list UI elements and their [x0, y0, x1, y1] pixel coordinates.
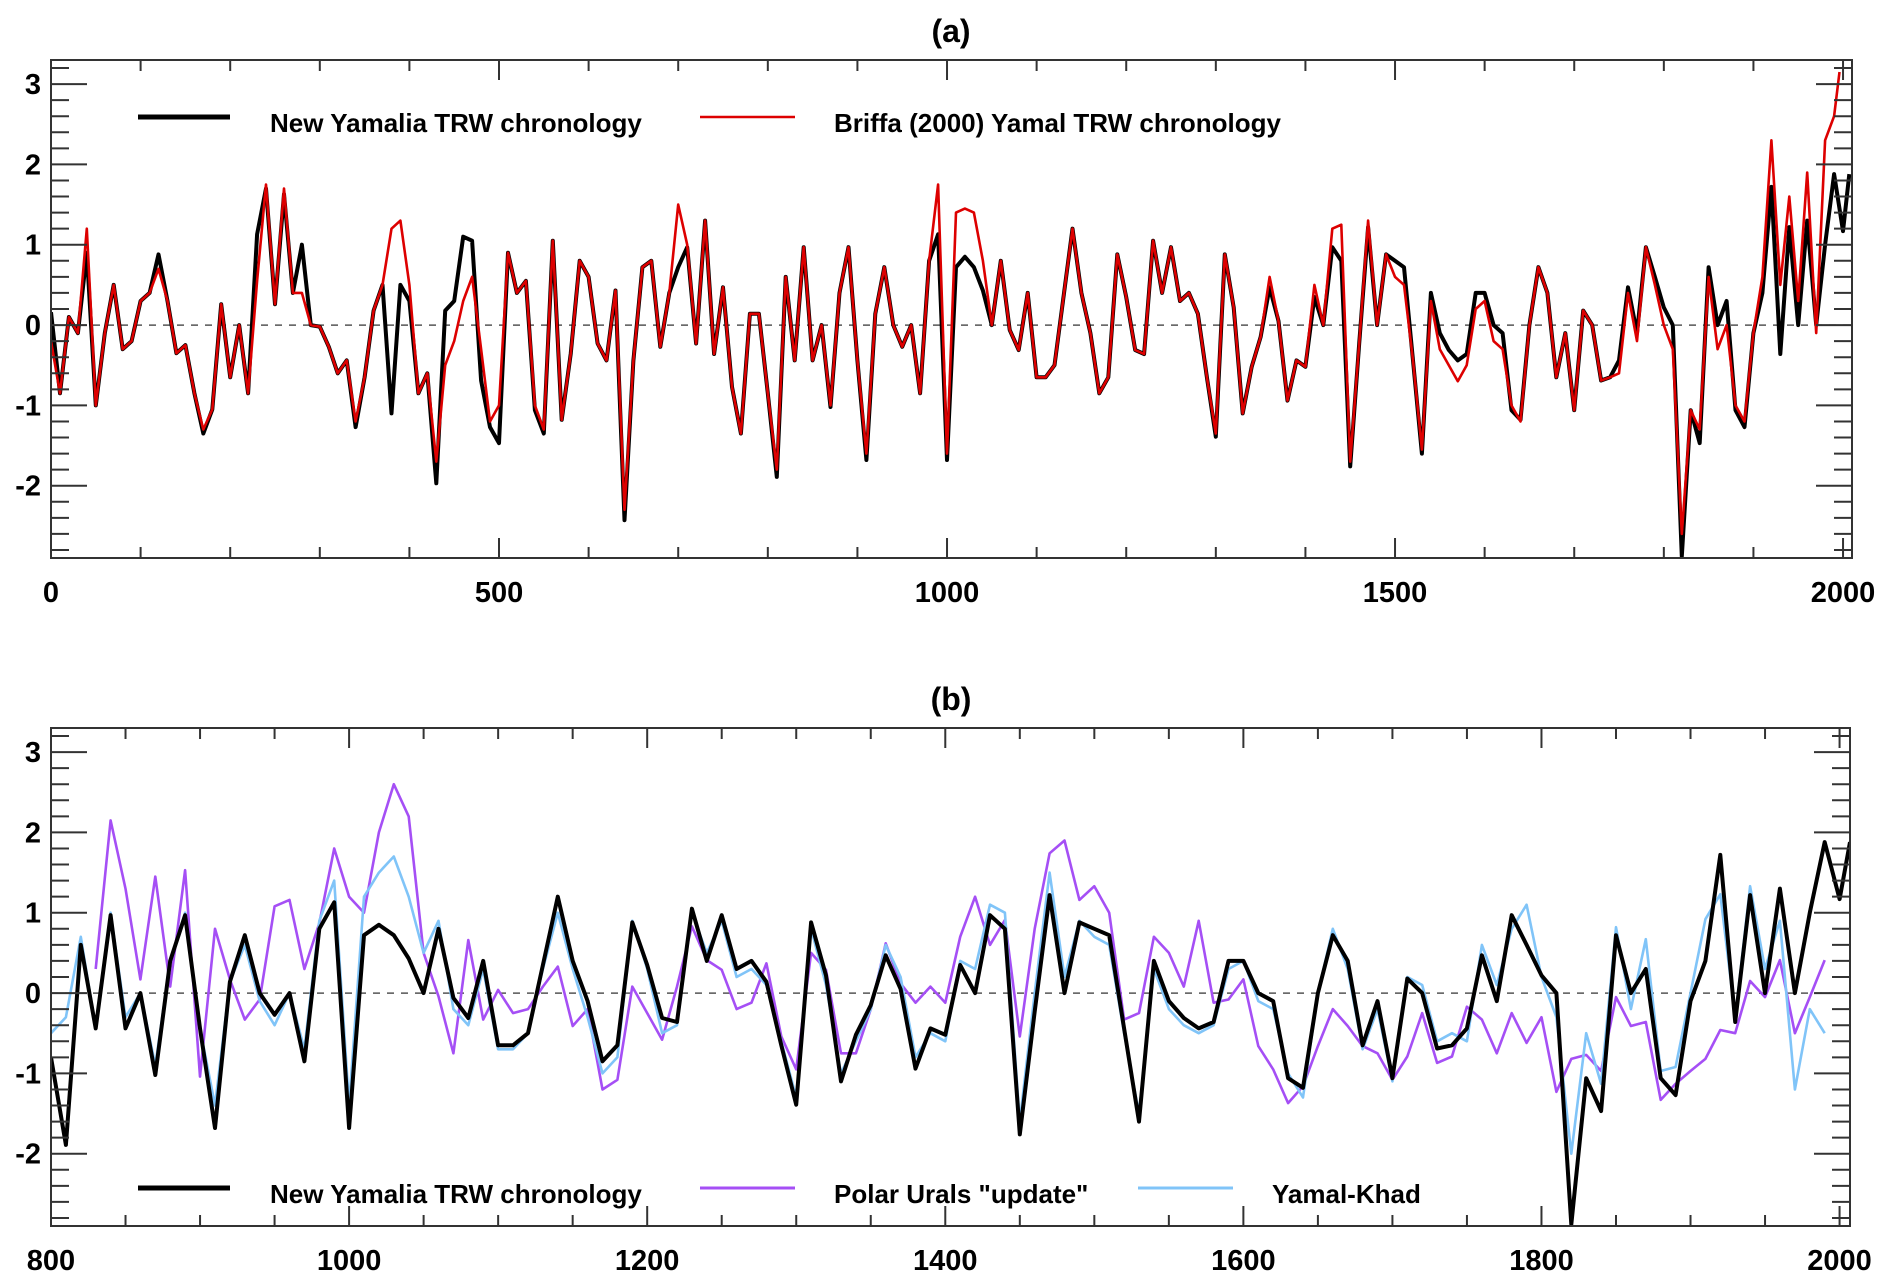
series-line-polar-urals-update	[94, 782, 1826, 1105]
series-line-new-yamalia-trw-chronology	[51, 840, 1850, 1226]
legend-a: New Yamalia TRW chronology Briffa (2000)…	[138, 108, 1281, 138]
y-tick-label: 2	[25, 149, 41, 181]
x-tick-label: 1400	[913, 1245, 978, 1277]
x-tick-label: 800	[27, 1245, 75, 1277]
y-tick-label: 2	[25, 817, 41, 849]
y-tick-label: -2	[15, 471, 41, 503]
x-tick-label: 1800	[1509, 1245, 1574, 1277]
x-tick-label: 2000	[1811, 577, 1876, 609]
panel-a-title: (a)	[931, 13, 970, 49]
x-tick-label: 2000	[1807, 1245, 1872, 1277]
legend-label-briffa: Briffa (2000) Yamal TRW chronology	[834, 108, 1281, 138]
y-tick-label: -1	[15, 1058, 41, 1090]
y-tick-label: 3	[25, 69, 41, 101]
x-tick-label: 1200	[615, 1245, 680, 1277]
legend-label-new-yamalia: New Yamalia TRW chronology	[270, 1179, 642, 1209]
y-tick-label: 0	[25, 310, 41, 342]
x-tick-label: 0	[43, 577, 59, 609]
panel-b: (b) -2 -1 0 1 2 3 800 1000 1200 1400 1600 1800 2000	[15, 681, 1872, 1277]
legend-label-yamal-khad: Yamal-Khad	[1272, 1179, 1421, 1209]
x-tick-label: 1000	[915, 577, 980, 609]
y-tick-label: 1	[25, 898, 41, 930]
legend-b: New Yamalia TRW chronology Polar Urals "…	[138, 1179, 1421, 1209]
panel-b-title: (b)	[931, 681, 972, 717]
y-tick-label: 1	[25, 230, 41, 262]
legend-label-new-yamalia: New Yamalia TRW chronology	[270, 108, 642, 138]
x-tick-label: 1000	[317, 1245, 382, 1277]
panel-a: (a) -2 -1 0 1 2 3 0 500 1000 1500 2000	[15, 13, 1875, 609]
y-tick-label: -2	[15, 1139, 41, 1171]
x-tick-label: 1500	[1363, 577, 1428, 609]
legend-label-polar-urals: Polar Urals "update"	[834, 1179, 1088, 1209]
series-line-briffa-2000-yamal-trw-chronology	[51, 71, 1841, 536]
x-tick-label: 500	[475, 577, 523, 609]
y-tick-label: 3	[25, 737, 41, 769]
y-tick-label: 0	[25, 978, 41, 1010]
y-tick-label: -1	[15, 390, 41, 422]
x-tick-label: 1600	[1211, 1245, 1276, 1277]
